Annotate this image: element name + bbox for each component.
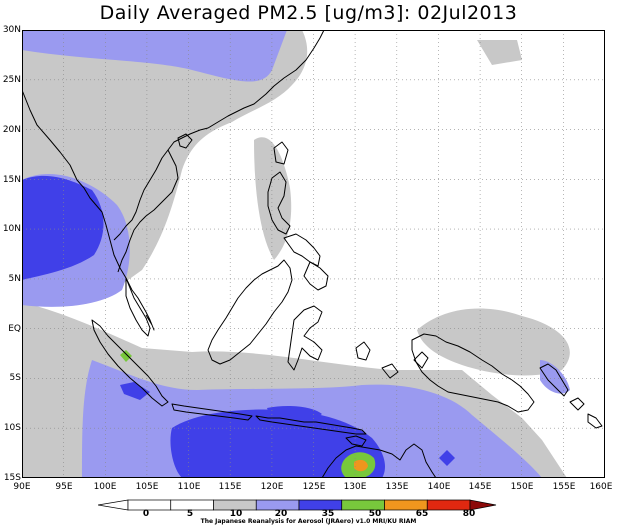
blue-area-flores xyxy=(267,406,322,420)
coastline-visayas xyxy=(283,233,321,267)
coastlines xyxy=(22,30,603,478)
coastline-australia xyxy=(321,443,437,478)
colorbar-label-80: 80 xyxy=(462,509,476,519)
lon-label-120e: 120E xyxy=(260,482,284,492)
colorbar-over-triangle xyxy=(469,499,497,511)
coastline-new-guinea xyxy=(411,333,535,413)
lon-label-110e: 110E xyxy=(177,482,201,492)
colorbar-label-50: 50 xyxy=(368,509,382,519)
blue-area-small-east xyxy=(439,450,455,466)
pm25-map[interactable] xyxy=(22,30,605,478)
lon-label-105e: 105E xyxy=(135,482,159,492)
coastline-mindanao xyxy=(303,261,329,291)
lon-label-140e: 140E xyxy=(427,482,451,492)
colorbar-label-20: 20 xyxy=(274,509,288,519)
lon-label-160e: 160E xyxy=(589,482,613,492)
coastline-lesser-sunda xyxy=(255,415,367,435)
coastline-timor xyxy=(345,435,367,447)
blue-area-south-java xyxy=(170,409,385,478)
colorbar xyxy=(98,499,497,511)
blue-area-sumatra xyxy=(120,382,150,400)
gray-area-pacific-east xyxy=(477,40,522,65)
lon-label-130e: 130E xyxy=(343,482,367,492)
colorbar-label-10: 10 xyxy=(229,509,243,519)
coastline-borneo xyxy=(207,259,293,365)
lon-label-135e: 135E xyxy=(385,482,409,492)
pm25-blue-areas xyxy=(22,175,455,478)
lat-label-5n: 5N xyxy=(8,274,21,284)
lat-label-10n: 10N xyxy=(2,224,21,234)
lat-label-10s: 10S xyxy=(3,423,21,433)
lat-label-30n: 30N xyxy=(2,25,21,35)
lon-label-125e: 125E xyxy=(302,482,326,492)
lon-label-100e: 100E xyxy=(93,482,117,492)
lon-label-155e: 155E xyxy=(552,482,576,492)
colorbar-under-triangle xyxy=(98,499,129,511)
credit-line: The Japanese Reanalysis for Aerosol (JRA… xyxy=(200,518,417,525)
lat-label-25n: 25N xyxy=(2,75,21,85)
lat-label-5s: 5S xyxy=(9,373,21,383)
coastline-luzon xyxy=(267,171,291,235)
lon-label-115e: 115E xyxy=(218,482,242,492)
lightblue-area-north xyxy=(22,30,287,82)
lat-label-eq: EQ xyxy=(8,324,21,334)
map-canvas xyxy=(22,30,605,478)
blue-area-indochina xyxy=(22,175,104,280)
lat-label-15s: 15S xyxy=(3,473,21,483)
lon-label-145e: 145E xyxy=(468,482,492,492)
coastline-malay-peninsula xyxy=(125,277,151,337)
gray-area-philippines xyxy=(254,137,292,260)
lightblue-area-east-pacific xyxy=(142,30,197,42)
coastline-maluku xyxy=(355,341,429,379)
coastline-taiwan xyxy=(273,141,289,165)
green-hotspot-sumatra xyxy=(120,350,132,362)
gray-area-new-guinea xyxy=(417,308,570,376)
lat-label-15n: 15N xyxy=(2,175,21,185)
colorbar-label-65: 65 xyxy=(415,509,429,519)
map-gridlines xyxy=(22,30,605,478)
orange-hotspot-timor xyxy=(354,459,368,472)
pm25-hotspots xyxy=(120,350,376,478)
coastline-indochina-gulf xyxy=(117,149,179,273)
lightblue-area-east-island xyxy=(540,360,570,394)
coastline-mainland-asia xyxy=(22,30,325,331)
coastline-sumatra xyxy=(91,319,169,407)
coastline-bismarck xyxy=(539,363,585,411)
lon-label-90e: 90E xyxy=(13,482,31,492)
coastline-sulawesi xyxy=(287,305,323,371)
lon-label-150e: 150E xyxy=(510,482,534,492)
lon-label-95e: 95E xyxy=(55,482,73,492)
page-title: Daily Averaged PM2.5 [ug/m3]: 02Jul2013 xyxy=(99,2,518,24)
lat-label-20n: 20N xyxy=(2,125,21,135)
colorbar-label-0: 0 xyxy=(142,509,150,519)
coastline-solomon xyxy=(587,413,603,429)
coastline-java xyxy=(171,403,253,421)
colorbar-label-35: 35 xyxy=(321,509,335,519)
coastline-hainan xyxy=(177,133,193,149)
colorbar-label-5: 5 xyxy=(186,509,194,519)
